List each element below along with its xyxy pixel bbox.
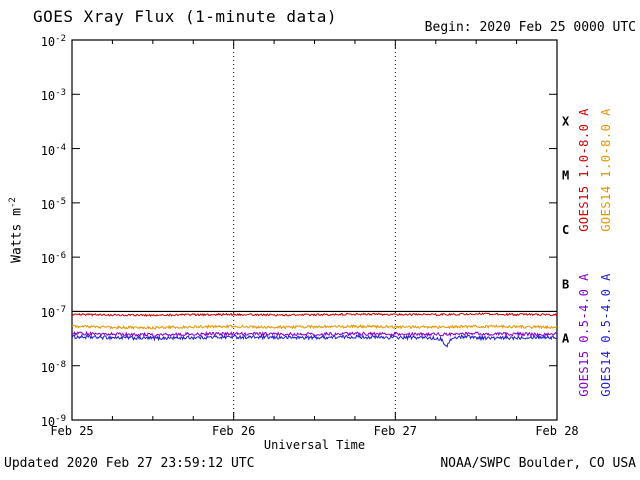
y-tick-label: 10-6	[40, 251, 66, 267]
y-tick-label: 10-4	[40, 142, 66, 158]
y-tick-label: 10-7	[40, 305, 66, 321]
flux-trace	[71, 330, 557, 338]
series-label: GOES14 1.0-8.0 A	[599, 108, 613, 232]
y-axis-label-text: Watts m	[9, 208, 25, 263]
y-tick-label: 10-5	[40, 196, 66, 212]
series-label: GOES15 1.0-8.0 A	[577, 108, 591, 232]
flux-trace	[71, 333, 558, 349]
flux-trace	[71, 323, 558, 330]
chart-title: GOES Xray Flux (1-minute data)	[33, 7, 337, 26]
flare-class-letter: A	[562, 332, 570, 346]
y-axis-label-exponent: -2	[8, 197, 18, 209]
x-tick-label: Feb 28	[535, 424, 579, 438]
flare-class-letter: X	[562, 114, 570, 128]
x-axis-label: Universal Time	[263, 438, 366, 452]
flare-class-letter: C	[562, 223, 569, 237]
y-tick-label: 10-9	[40, 414, 66, 429]
x-tick-label: Feb 25	[50, 424, 94, 438]
y-tick-label: 10-2	[40, 34, 66, 49]
data-source: NOAA/SWPC Boulder, CO USA	[440, 456, 636, 471]
plot-border	[71, 39, 558, 421]
y-axis-label: Watts m-2	[8, 168, 24, 292]
series-label: GOES14 0.5-4.0 A	[599, 273, 613, 397]
y-tick-label: 10-8	[40, 359, 66, 375]
x-tick-label: Feb 26	[211, 424, 256, 438]
x-tick-label: Feb 27	[373, 424, 417, 438]
series-label: GOES15 0.5-4.0 A	[577, 273, 591, 397]
begin-timestamp: Begin: 2020 Feb 25 0000 UTC	[424, 20, 636, 35]
flare-class-letter: M	[562, 169, 569, 183]
flare-class-letter: B	[562, 277, 569, 291]
updated-timestamp: Updated 2020 Feb 27 23:59:12 UTC	[4, 456, 255, 471]
flux-trace	[71, 312, 558, 317]
y-tick-label: 10-3	[40, 88, 66, 104]
